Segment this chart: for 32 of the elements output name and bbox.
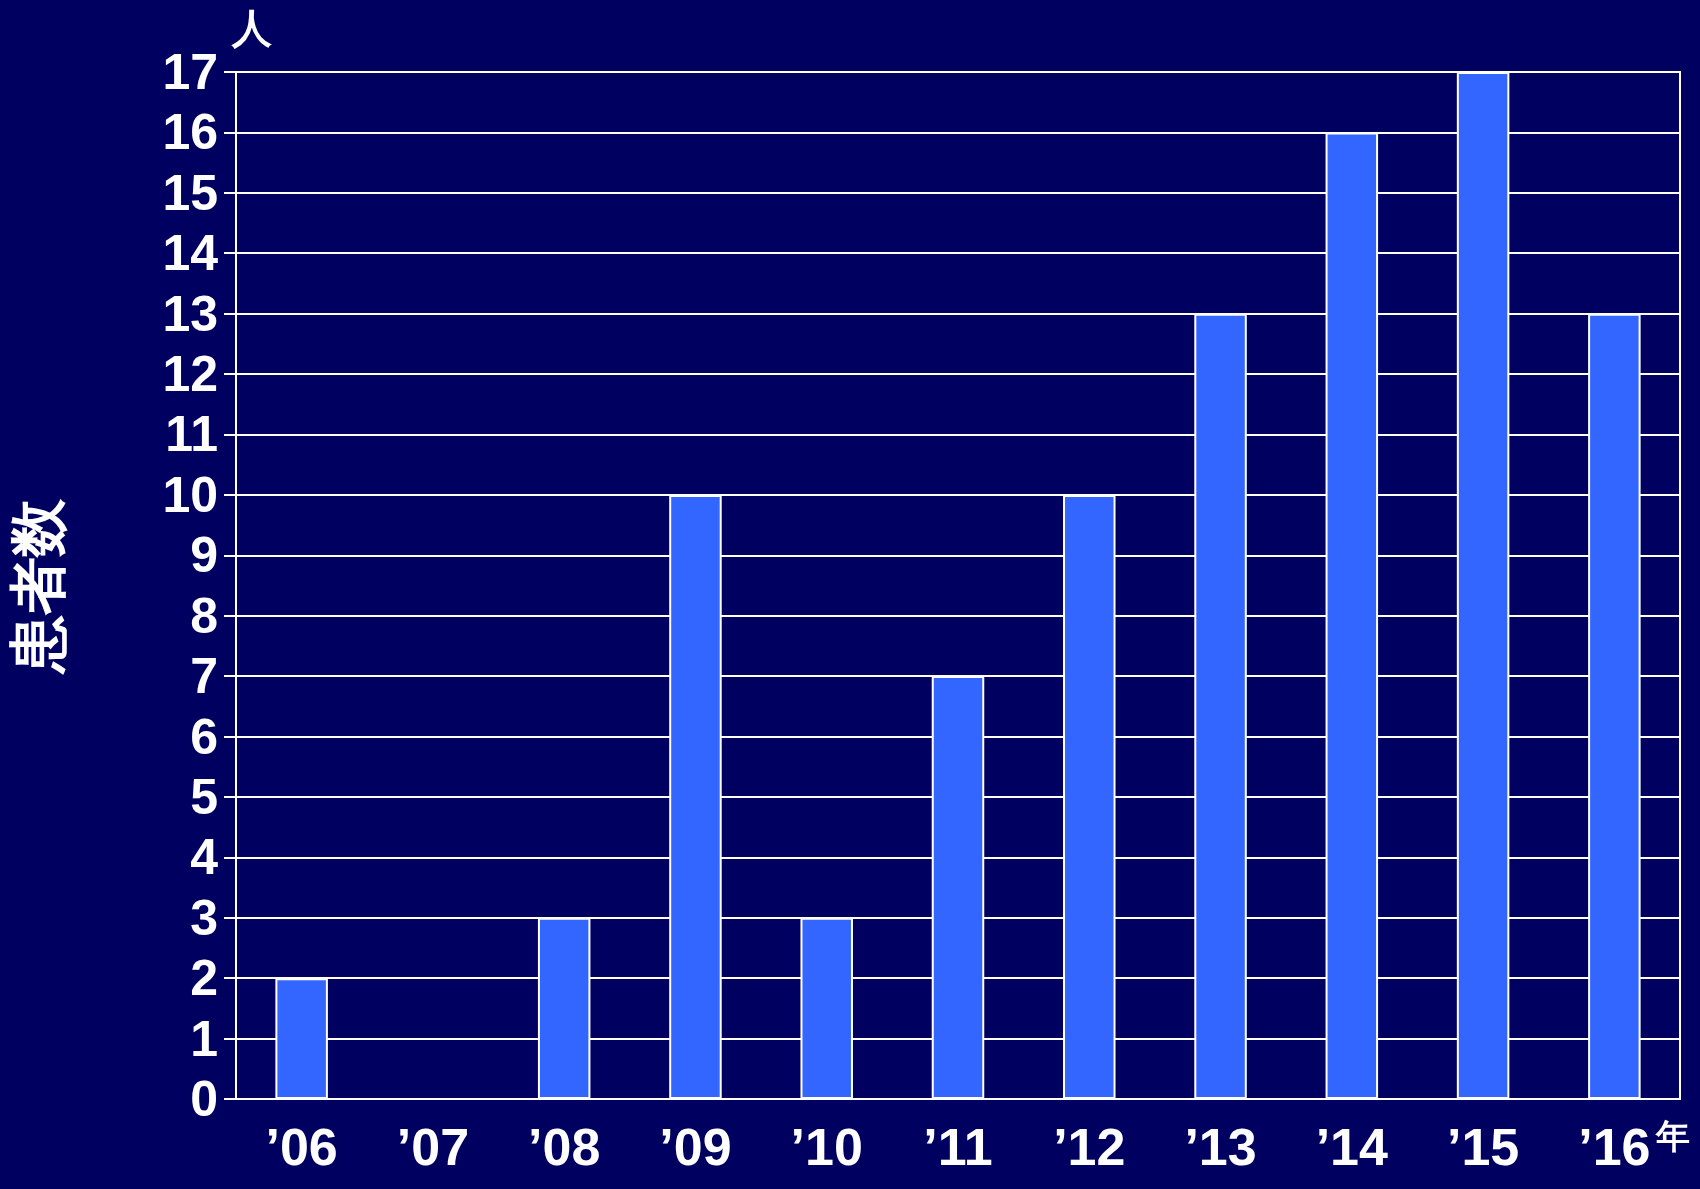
x-tick-label: ’10 xyxy=(790,1118,863,1176)
x-tick-label: ’13 xyxy=(1184,1118,1257,1176)
x-axis-title: 年 xyxy=(1655,1117,1691,1155)
y-tick-label: 13 xyxy=(162,285,218,342)
y-tick-label: 12 xyxy=(162,346,218,403)
y-tick-label: 8 xyxy=(190,587,218,644)
y-tick-label: 6 xyxy=(190,708,218,765)
y-tick-label: 7 xyxy=(190,648,218,705)
y-tick-label: 14 xyxy=(162,225,219,282)
y-axis-title: 患者数 xyxy=(4,497,70,675)
y-tick-label: 3 xyxy=(190,889,218,946)
y-tick-label: 10 xyxy=(162,466,218,523)
y-tick-label: 0 xyxy=(190,1071,218,1127)
x-tick-label: ’15 xyxy=(1446,1118,1520,1176)
y-tick-label: 4 xyxy=(190,829,219,886)
x-tick-label: ’09 xyxy=(659,1118,732,1176)
text: 人 xyxy=(231,6,273,50)
x-tick-label: ’07 xyxy=(396,1118,470,1176)
y-tick-label: 15 xyxy=(162,164,218,221)
y-tick-label: 2 xyxy=(190,950,218,1007)
x-tick-label: ’16 xyxy=(1578,1118,1651,1176)
y-tick-label: 5 xyxy=(190,768,218,825)
y-tick-label: 11 xyxy=(165,406,218,463)
y-tick-label: 9 xyxy=(190,527,218,584)
y-tick-label: 17 xyxy=(162,44,218,100)
x-tick-label: ’14 xyxy=(1315,1118,1389,1176)
x-tick-label: ’08 xyxy=(528,1118,601,1176)
x-tick-label: ’06 xyxy=(265,1118,338,1176)
x-tick-label: ’12 xyxy=(1053,1118,1126,1176)
y-tick-label: 1 xyxy=(190,1010,218,1067)
y-tick-label: 16 xyxy=(162,104,218,161)
x-tick-label: ’11 xyxy=(923,1118,993,1176)
